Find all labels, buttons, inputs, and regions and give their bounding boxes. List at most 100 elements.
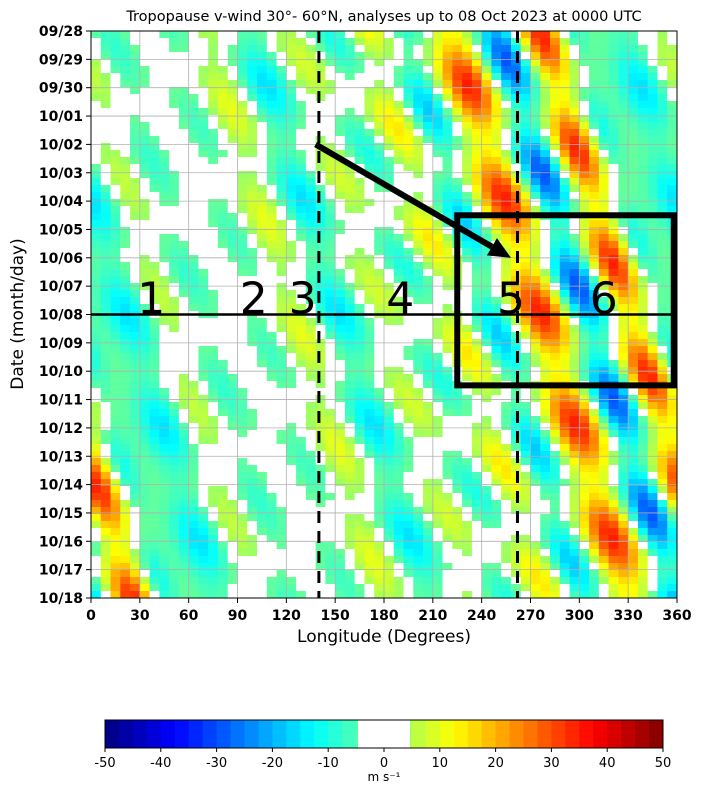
heat-cell [540,318,551,326]
heat-cell [276,584,287,592]
heat-cell [442,143,453,151]
heat-cell [374,409,385,417]
heat-cell [569,374,580,382]
heat-cell [217,94,229,102]
heat-cell [335,318,346,326]
heat-cell [247,276,258,284]
heat-cell [667,584,678,592]
heat-cell [569,157,580,165]
heat-cell [569,178,580,186]
heat-cell [315,199,326,207]
heat-cell [198,423,209,431]
heat-cell [354,185,365,193]
heat-cell [628,521,639,529]
heat-cell [374,150,385,158]
heat-cell [276,409,287,417]
heat-cell [139,220,151,228]
heat-cell [442,206,453,214]
heat-cell [559,430,571,438]
heat-cell [481,577,492,585]
heat-cell [491,514,502,522]
heat-cell [471,59,483,67]
heat-cell [432,577,444,585]
heat-cell [110,430,121,438]
heat-cell [520,563,531,571]
heat-cell [589,227,600,235]
heat-cell [413,45,424,53]
heat-cell [550,507,561,515]
heat-cell [266,423,278,431]
heat-cell [198,353,209,361]
heat-cell [550,185,561,193]
heat-cell [247,458,258,466]
heat-cell [198,444,209,452]
heat-cell [237,213,248,221]
heat-cell [276,535,287,543]
heat-cell [598,479,610,487]
heat-cell [628,150,639,158]
heat-cell [628,332,639,340]
heat-cell [442,528,453,536]
heat-cell [91,157,102,165]
heat-cell [403,241,414,249]
heat-cell [647,171,658,179]
heat-cell [589,535,600,543]
heat-cell [579,521,590,529]
heat-cell [442,507,453,515]
heat-cell [91,290,102,298]
heat-cell [354,255,365,263]
heat-cell [598,255,610,263]
heat-cell [442,451,453,459]
heat-cell [100,73,112,81]
heat-cell [237,115,248,123]
heat-cell [471,276,483,284]
heat-cell [579,325,590,333]
heat-cell [462,80,473,88]
heat-cell [120,577,131,585]
heat-cell [589,192,600,200]
heat-cell [530,192,541,200]
heat-cell [628,465,639,473]
heat-cell [188,332,199,340]
heat-cell [374,66,385,74]
heat-cell [657,115,668,123]
heat-cell [481,563,492,571]
heat-cell [169,199,180,207]
heat-cell [432,164,444,172]
heat-cell [139,45,151,53]
heat-cell [217,45,229,53]
heat-cell [628,542,639,550]
heat-cell [159,157,170,165]
heat-cell [413,234,424,242]
heat-cell [325,444,336,452]
heat-cell [637,591,649,599]
heat-cell [354,535,365,543]
heat-cell [139,66,151,74]
colorbar-segment [188,720,204,748]
heat-cell [305,402,317,410]
heat-cell [110,94,121,102]
heat-cell [423,262,434,270]
heat-cell [618,353,629,361]
heat-cell [149,290,160,298]
heat-cell [384,101,395,109]
heat-cell [315,486,326,494]
heat-cell [149,584,160,592]
heat-cell [647,290,658,298]
heat-cell [276,220,287,228]
heat-cell [305,416,317,424]
heat-cell [608,108,619,116]
heat-cell [354,318,365,326]
heat-cell [637,472,649,480]
heat-cell [423,122,434,130]
heat-cell [530,108,541,116]
heat-cell [354,521,365,529]
heat-cell [413,178,424,186]
heat-cell [159,402,170,410]
heat-cell [471,269,483,277]
heat-cell [354,556,365,564]
heat-cell [188,507,199,515]
heat-cell [491,115,502,123]
heat-cell [169,521,180,529]
heat-cell [540,227,551,235]
